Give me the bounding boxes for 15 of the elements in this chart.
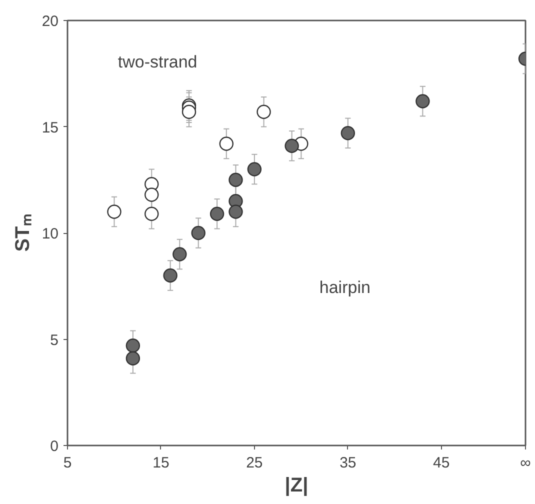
y-tick-label: 0 — [50, 438, 58, 455]
annotation: hairpin — [319, 278, 370, 297]
x-axis-title: |Z| — [284, 474, 308, 496]
x-tick-label: 35 — [340, 454, 356, 472]
x-tick-label: 15 — [152, 454, 170, 472]
annotation: two-strand — [118, 52, 198, 72]
y-tick-label: 5 — [50, 332, 58, 349]
x-tick-label: ∞ — [520, 454, 532, 472]
y-tick-label: 10 — [42, 226, 59, 242]
y-tick-label: 15 — [42, 119, 59, 136]
y-tick-label: 20 — [42, 13, 59, 30]
x-tick-label: 45 — [433, 454, 450, 472]
x-tick-label: 25 — [246, 454, 263, 472]
y-axis-title: STₘ — [12, 214, 34, 252]
x-tick-label: 5 — [63, 454, 72, 472]
